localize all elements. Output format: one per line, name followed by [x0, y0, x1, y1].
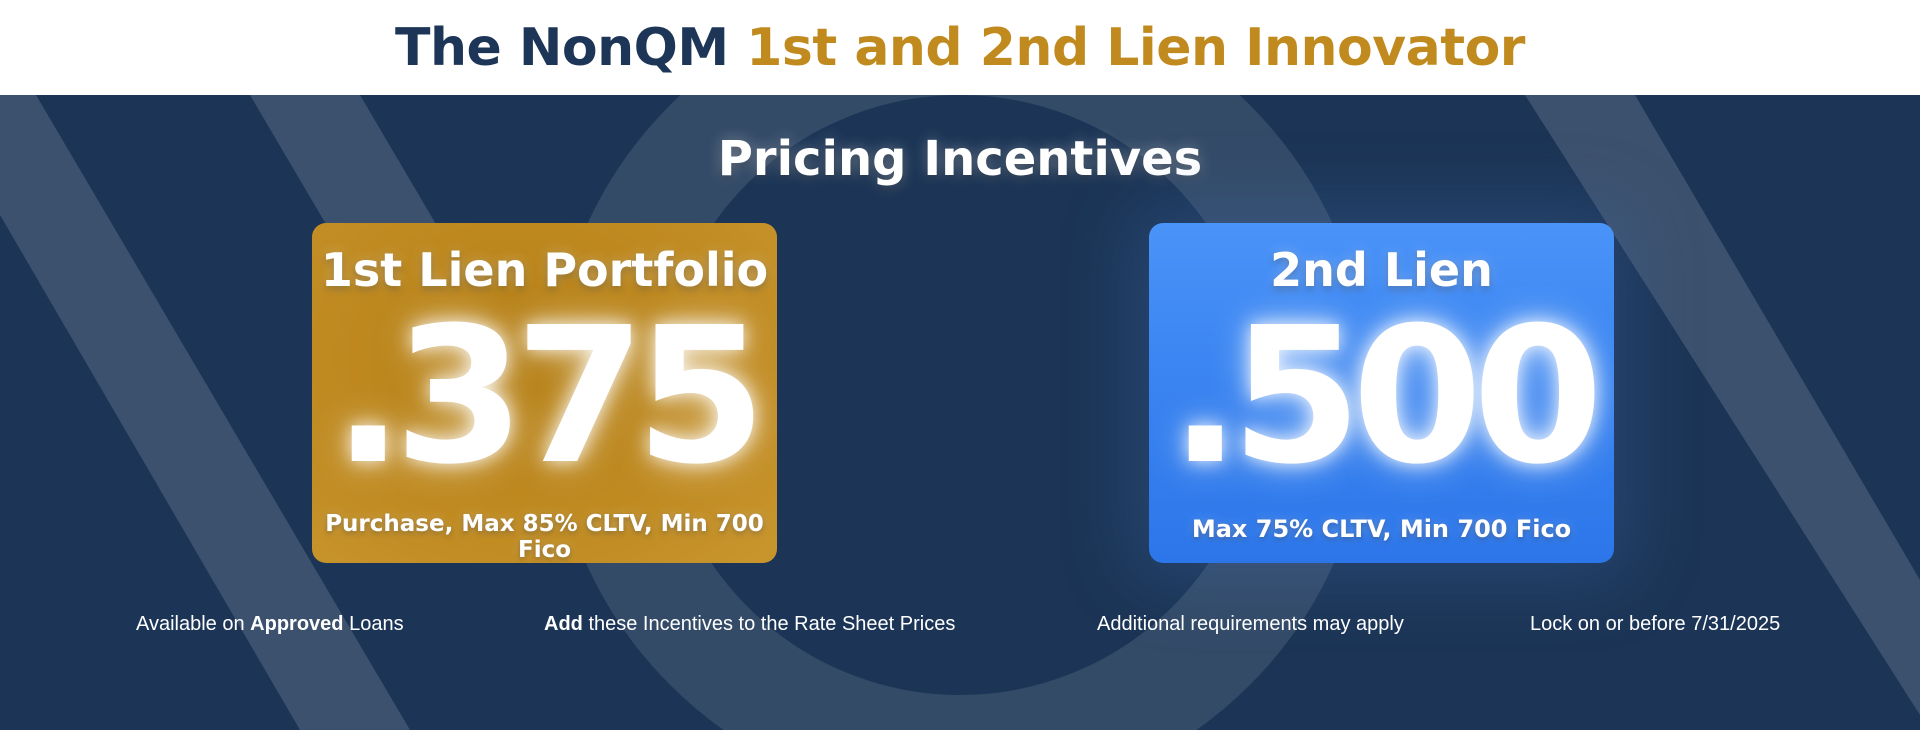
footnote-add-incentives: Add these Incentives to the Rate Sheet P…: [544, 613, 955, 636]
page-title-brand: The NonQM: [395, 17, 729, 78]
footnote-requirements: Additional requirements may apply: [1097, 613, 1404, 635]
card-requirements: Max 75% CLTV, Min 700 Fico: [1191, 515, 1572, 543]
footnote-approved-loans: Available on Approved Loans: [136, 613, 404, 636]
header-bar: The NonQM 1st and 2nd Lien Innovator: [0, 0, 1920, 95]
footnote-emphasis: Approved: [250, 613, 344, 635]
page-title: The NonQM 1st and 2nd Lien Innovator: [395, 18, 1525, 78]
card-title: 1st Lien Portfolio: [320, 243, 769, 297]
footnote-text: Available on: [136, 613, 245, 635]
second-lien-card: 2nd Lien .500 Max 75% CLTV, Min 700 Fico: [1149, 223, 1614, 563]
incentive-value: .375: [332, 287, 767, 506]
footnote-lock-date: Lock on or before 7/31/2025: [1530, 613, 1781, 635]
footnote-text: these Incentives to the Rate Sheet Price…: [588, 613, 956, 635]
incentive-value: .500: [1169, 287, 1604, 506]
section-title: Pricing Incentives: [717, 131, 1203, 187]
first-lien-card: 1st Lien Portfolio .375 Purchase, Max 85…: [312, 223, 777, 563]
pricing-banner: Pricing Incentives 1st Lien Portfolio .3…: [0, 95, 1920, 730]
footnote-text: Loans: [349, 613, 404, 635]
card-requirements: Purchase, Max 85% CLTV, Min 700 Fico: [325, 511, 764, 563]
page-title-product: 1st and 2nd Lien Innovator: [746, 17, 1525, 78]
card-title: 2nd Lien: [1270, 243, 1493, 297]
footnote-emphasis: Add: [544, 613, 583, 635]
